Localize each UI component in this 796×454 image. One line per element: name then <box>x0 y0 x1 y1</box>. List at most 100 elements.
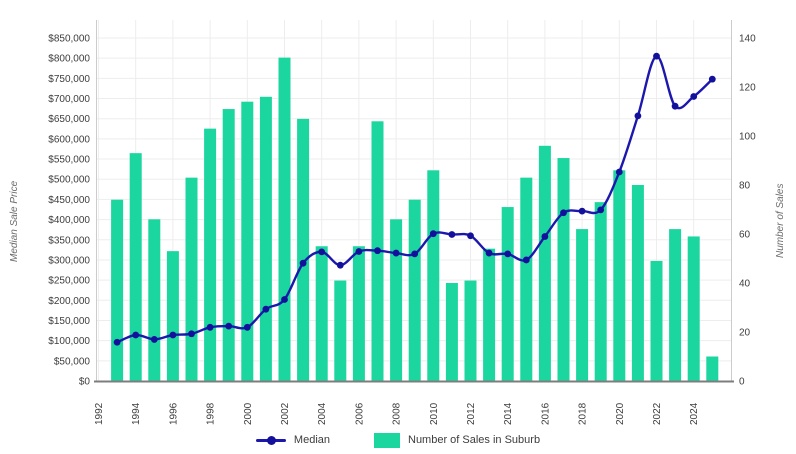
median-point-2023 <box>671 102 679 110</box>
x-tick-label-1992: 1992 <box>94 402 105 425</box>
y-left-tick-label: $550,000 <box>48 155 90 166</box>
x-tick-label-2020: 2020 <box>615 402 626 425</box>
bar-1999 <box>222 109 235 382</box>
legend-item-median: Median <box>255 434 330 446</box>
y-left-axis-title: Median Sale Price <box>9 180 20 262</box>
sales-swatch-symbol <box>374 432 400 448</box>
median-point-2008 <box>392 249 400 257</box>
median-point-2021 <box>634 112 642 120</box>
bar-1996 <box>166 251 179 381</box>
y-left-tick-label: $400,000 <box>48 215 90 226</box>
median-point-2011 <box>448 231 456 238</box>
bar-2001 <box>259 96 272 382</box>
y-left-tick-label: $600,000 <box>48 134 90 145</box>
x-tick-label-2002: 2002 <box>280 402 291 425</box>
bar-2009 <box>408 199 421 381</box>
x-tick-label-2008: 2008 <box>392 402 403 425</box>
bar-2019 <box>594 202 607 381</box>
y-left-tick-label: $250,000 <box>48 276 90 287</box>
bar-2013 <box>483 248 496 381</box>
x-tick-label-2004: 2004 <box>317 402 328 425</box>
median-point-1993 <box>113 338 121 346</box>
y-right-tick-label: 60 <box>739 230 751 241</box>
y-right-tick-label: 0 <box>739 377 745 388</box>
bar-2024 <box>687 236 700 381</box>
y-left-tick-label: $50,000 <box>54 356 91 367</box>
bar-2004 <box>315 246 328 381</box>
y-left-tick-label: $850,000 <box>48 34 90 45</box>
bar-2010 <box>427 170 440 381</box>
median-point-1998 <box>206 323 214 331</box>
median-point-2020 <box>615 168 623 176</box>
x-tick-label-2010: 2010 <box>429 402 440 425</box>
median-point-1994 <box>132 331 140 339</box>
median-point-2014 <box>504 250 512 258</box>
median-point-2003 <box>299 259 307 267</box>
x-tick-label-2014: 2014 <box>503 402 514 425</box>
median-point-2010 <box>429 230 437 238</box>
y-left-tick-label: $300,000 <box>48 255 90 266</box>
x-tick-label-2024: 2024 <box>689 402 700 425</box>
y-left-tick-label: $150,000 <box>48 316 90 327</box>
bar-2022 <box>650 260 663 381</box>
median-point-1997 <box>188 330 195 338</box>
y-right-tick-label: 40 <box>739 279 751 290</box>
bar-1994 <box>129 153 142 381</box>
median-point-2015 <box>522 256 530 264</box>
y-left-tick-label: $800,000 <box>48 54 90 65</box>
bar-1995 <box>148 219 161 381</box>
y-left-tick-label: $350,000 <box>48 235 90 246</box>
x-tick-label-1996: 1996 <box>168 402 179 425</box>
legend-label-sales: Number of Sales in Suburb <box>408 434 541 446</box>
median-point-2001 <box>262 305 270 313</box>
median-point-2017 <box>560 209 567 217</box>
median-point-1999 <box>225 322 233 330</box>
median-point-2024 <box>690 93 698 100</box>
median-point-2009 <box>411 250 419 258</box>
bar-2000 <box>241 101 254 381</box>
median-line-symbol <box>255 435 286 445</box>
bar-2025 <box>706 356 719 381</box>
bar-2018 <box>576 229 589 381</box>
median-point-2022 <box>653 52 660 60</box>
x-tick-label-1998: 1998 <box>206 402 217 425</box>
bar-2002 <box>278 57 291 381</box>
legend: Median Number of Sales in Suburb <box>0 431 796 449</box>
median-point-2016 <box>541 233 549 240</box>
median-point-1996 <box>169 331 177 339</box>
y-left-tick-label: $200,000 <box>48 296 90 307</box>
bar-2012 <box>464 280 477 381</box>
bar-2011 <box>445 283 458 381</box>
median-point-2004 <box>318 248 326 256</box>
median-point-2007 <box>374 247 381 255</box>
bar-2015 <box>520 177 533 381</box>
y-left-tick-label: $650,000 <box>48 114 90 125</box>
x-tick-label-2018: 2018 <box>578 402 589 425</box>
y-left-tick-label: $750,000 <box>48 74 90 85</box>
x-tick-label-2016: 2016 <box>540 402 551 425</box>
bar-2005 <box>334 280 347 381</box>
median-point-2012 <box>467 232 474 240</box>
legend-label-median: Median <box>293 434 330 446</box>
y-right-tick-label: 80 <box>739 181 751 192</box>
x-tick-label-2006: 2006 <box>354 402 365 425</box>
bar-2003 <box>297 118 310 381</box>
y-left-tick-label: $0 <box>79 377 91 388</box>
x-tick-label-2012: 2012 <box>466 402 477 425</box>
x-tick-label-2000: 2000 <box>243 402 254 425</box>
bar-2023 <box>669 229 682 381</box>
y-left-tick-label: $450,000 <box>48 195 90 206</box>
bar-2016 <box>538 145 551 381</box>
median-point-1995 <box>150 336 158 343</box>
bar-2006 <box>352 246 365 381</box>
median-point-2006 <box>355 248 363 255</box>
bar-2017 <box>557 158 570 381</box>
bar-2021 <box>631 185 644 381</box>
y-left-tick-label: $100,000 <box>48 336 90 347</box>
y-left-tick-label: $500,000 <box>48 175 90 186</box>
bar-1998 <box>204 128 217 381</box>
median-dot-symbol <box>266 435 276 445</box>
median-point-2013 <box>485 249 493 257</box>
